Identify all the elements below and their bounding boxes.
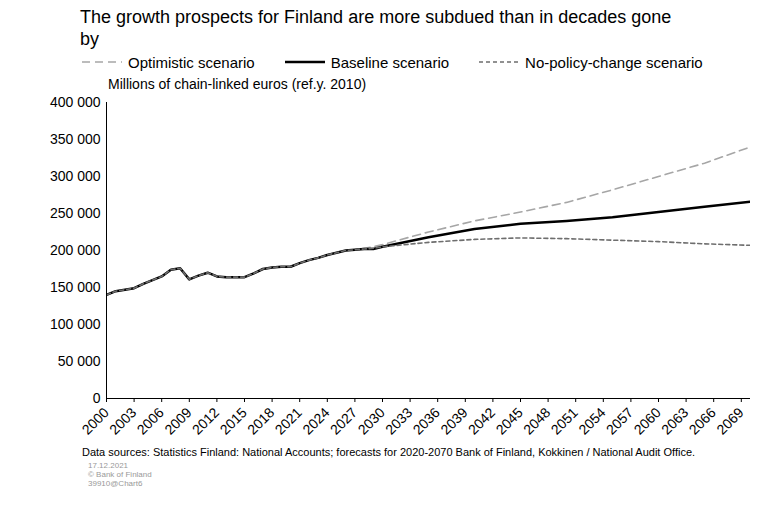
svg-text:2003: 2003 xyxy=(106,404,139,437)
svg-text:2069: 2069 xyxy=(713,404,746,437)
html-text:Millions of chain-linked euros: Millions of chain-linked euros (ref.y. 2… xyxy=(108,76,367,92)
svg-text:2060: 2060 xyxy=(630,404,663,437)
svg-text:200 000: 200 000 xyxy=(50,242,101,258)
svg-text:2018: 2018 xyxy=(244,404,277,437)
svg-text:2012: 2012 xyxy=(189,404,222,437)
html-text:The growth prospects for Finla: The growth prospects for Finland are mor… xyxy=(80,7,672,49)
svg-text:2066: 2066 xyxy=(686,404,719,437)
html-text:Optimistic scenario: Optimistic scenario xyxy=(128,53,255,71)
svg-text:300 000: 300 000 xyxy=(50,168,101,184)
svg-text:2039: 2039 xyxy=(437,404,470,437)
svg-text:2000: 2000 xyxy=(78,404,111,437)
svg-text:2051: 2051 xyxy=(548,404,581,437)
html-text:39910@Chart6: 39910@Chart6 xyxy=(88,479,143,488)
svg-text:2024: 2024 xyxy=(299,404,332,437)
html-text:Baseline scenario: Baseline scenario xyxy=(330,53,450,71)
svg-text:0: 0 xyxy=(93,390,101,406)
svg-text:400 000: 400 000 xyxy=(50,94,101,110)
svg-text:50 000: 50 000 xyxy=(58,353,101,369)
svg-text:150 000: 150 000 xyxy=(50,279,101,295)
svg-text:2054: 2054 xyxy=(575,404,608,437)
svg-text:2027: 2027 xyxy=(327,404,360,437)
svg-text:250 000: 250 000 xyxy=(50,205,101,221)
svg-text:2030: 2030 xyxy=(354,404,387,437)
svg-text:100 000: 100 000 xyxy=(50,316,101,332)
svg-text:2045: 2045 xyxy=(492,404,525,437)
svg-text:2015: 2015 xyxy=(216,404,249,437)
svg-text:2048: 2048 xyxy=(520,404,553,437)
svg-text:2033: 2033 xyxy=(382,404,415,437)
svg-text:2063: 2063 xyxy=(658,404,691,437)
html-text:17.12.2021: 17.12.2021 xyxy=(88,461,128,470)
svg-text:2009: 2009 xyxy=(161,404,194,437)
svg-text:2021: 2021 xyxy=(272,404,305,437)
svg-text:350 000: 350 000 xyxy=(50,131,101,147)
html-text:Data sources: Statistics Finla: Data sources: Statistics Finland: Nation… xyxy=(82,446,696,458)
svg-text:2057: 2057 xyxy=(603,404,636,437)
svg-text:2036: 2036 xyxy=(410,404,443,437)
svg-text:2042: 2042 xyxy=(465,404,498,437)
html-text:No-policy-change scenario: No-policy-change scenario xyxy=(525,53,703,71)
html-text:© Bank of Finland: © Bank of Finland xyxy=(88,470,152,479)
svg-text:2006: 2006 xyxy=(134,404,167,437)
